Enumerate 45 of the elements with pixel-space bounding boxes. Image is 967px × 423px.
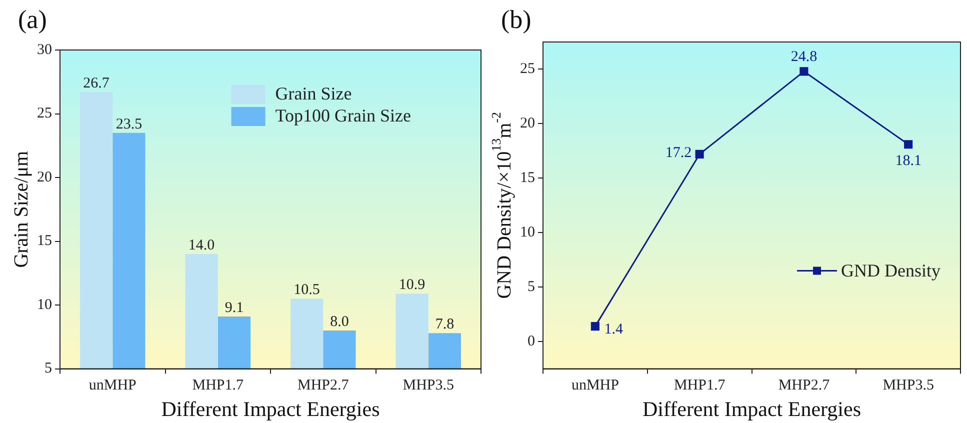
point: [590, 322, 600, 331]
legend-label: Grain Size: [275, 84, 352, 104]
legend-label: GND Density: [841, 260, 941, 280]
data-label: 1.4: [604, 321, 624, 338]
x-tick-label: unMHP: [88, 378, 136, 394]
y-tick-label: 15: [37, 233, 52, 250]
point: [800, 67, 808, 76]
x-tick-label: MHP3.5: [402, 378, 454, 394]
y-tick-label: 15: [520, 170, 535, 186]
x-tick-label: MHP3.5: [882, 378, 934, 394]
y-tick-label: 5: [44, 360, 52, 377]
x-tick-label: MHP2.7: [778, 378, 830, 394]
x-tick-label: unMHP: [571, 378, 619, 394]
x-tick-label: MHP1.7: [192, 378, 244, 394]
data-label: 9.1: [224, 300, 244, 316]
data-label: 24.8: [790, 48, 818, 65]
y-tick-label: 5: [528, 279, 535, 296]
y-tick-label: 0: [528, 334, 535, 350]
data-label: 7.8: [435, 316, 454, 333]
y-tick-label: 20: [37, 169, 52, 186]
y-tick-label: 10: [520, 224, 535, 241]
y-tick-label: 30: [37, 42, 52, 58]
y-axis-title: GND Density/×1013m-2: [488, 112, 516, 299]
point: [695, 150, 704, 158]
x-axis-title: Different Impact Energies: [642, 396, 861, 421]
x-tick-label: MHP2.7: [297, 378, 350, 394]
x-tick-label: MHP1.7: [674, 378, 726, 394]
y-tick-label: 25: [37, 106, 52, 122]
data-label: 17.2: [665, 145, 692, 162]
data-label: 26.7: [83, 76, 110, 92]
chart-title: (b): [501, 4, 532, 34]
data-label: 10.9: [398, 277, 426, 293]
y-tick-label: 10: [37, 296, 52, 313]
y-axis-title: Grain Size/μm: [10, 150, 32, 268]
chart-title: (a): [18, 4, 47, 34]
point: [904, 140, 913, 149]
data-label: 23.5: [116, 116, 142, 132]
y-tick-label: 20: [520, 116, 535, 132]
data-label: 8.0: [330, 314, 349, 330]
data-label: 14.0: [188, 237, 215, 254]
y-tick-label: 25: [520, 61, 535, 78]
x-axis-title: Different Impact Energies: [161, 396, 380, 421]
data-label: 18.1: [895, 152, 922, 169]
data-label: 10.5: [294, 282, 320, 298]
legend-label: Top100 Grain Size: [275, 106, 412, 126]
